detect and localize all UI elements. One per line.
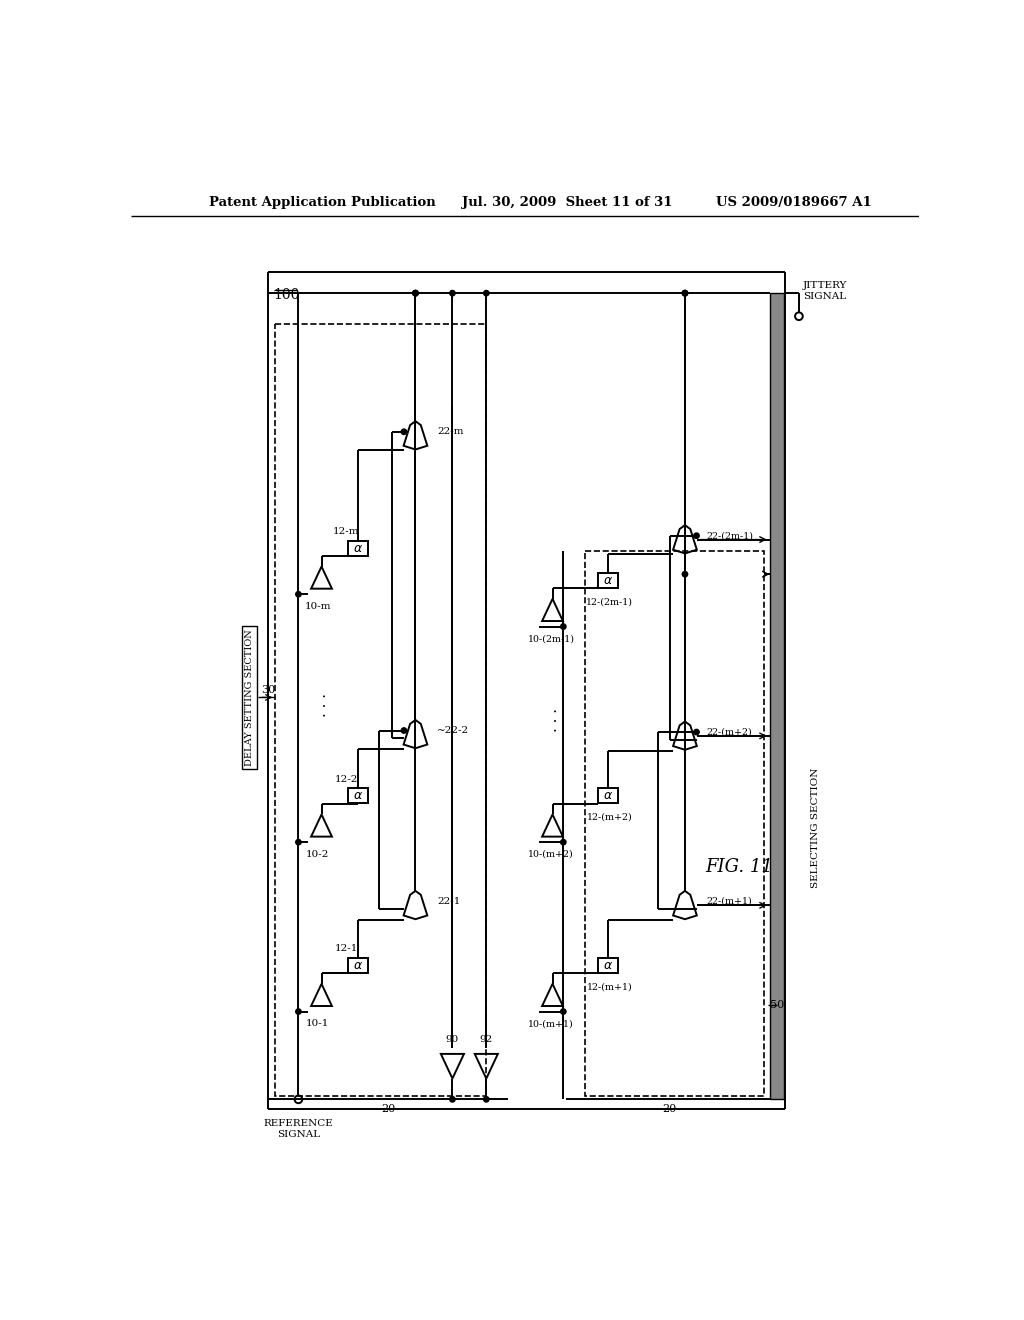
Text: 10-(2m-1): 10-(2m-1) <box>527 635 574 643</box>
Text: 22-m: 22-m <box>437 428 464 436</box>
Text: SELECTING SECTION: SELECTING SECTION <box>811 768 820 888</box>
Circle shape <box>401 727 407 733</box>
Text: 12-2: 12-2 <box>335 775 357 784</box>
Bar <box>598 573 617 587</box>
Circle shape <box>296 591 301 597</box>
Circle shape <box>413 290 418 296</box>
Bar <box>598 958 617 973</box>
Text: ~22-2: ~22-2 <box>437 726 469 735</box>
Text: 22-(m+2): 22-(m+2) <box>707 727 753 737</box>
Circle shape <box>560 1008 566 1014</box>
Text: $\alpha$: $\alpha$ <box>603 958 613 972</box>
Text: 12-m: 12-m <box>333 527 359 536</box>
Bar <box>275 323 486 1096</box>
Circle shape <box>483 290 489 296</box>
Bar <box>348 788 368 804</box>
Text: 10-(m+1): 10-(m+1) <box>528 1019 573 1028</box>
Text: 12-(2m-1): 12-(2m-1) <box>586 597 633 606</box>
Text: 100: 100 <box>273 288 300 302</box>
Text: $\alpha$: $\alpha$ <box>603 574 613 587</box>
Text: DELAY SETTING SECTION: DELAY SETTING SECTION <box>246 630 254 766</box>
Text: $\alpha$: $\alpha$ <box>352 789 362 803</box>
Text: $\alpha$: $\alpha$ <box>352 541 362 554</box>
Text: 10-m: 10-m <box>304 602 331 611</box>
Text: . . .: . . . <box>314 693 329 717</box>
Text: US 2009/0189667 A1: US 2009/0189667 A1 <box>716 195 871 209</box>
Text: $\alpha$: $\alpha$ <box>352 958 362 972</box>
Text: JITTERY
SIGNAL: JITTERY SIGNAL <box>803 281 847 301</box>
Circle shape <box>682 290 688 296</box>
Bar <box>770 293 783 1100</box>
Circle shape <box>682 290 688 296</box>
Text: 10-2: 10-2 <box>306 850 330 859</box>
Circle shape <box>694 730 699 735</box>
Text: . . .: . . . <box>546 709 559 733</box>
Circle shape <box>413 290 418 296</box>
Circle shape <box>296 840 301 845</box>
Text: 22-(m+1): 22-(m+1) <box>707 898 753 906</box>
Circle shape <box>450 290 455 296</box>
Bar <box>348 958 368 973</box>
Text: 50: 50 <box>770 1001 784 1010</box>
Text: 22-(2m-1): 22-(2m-1) <box>707 531 754 540</box>
Circle shape <box>694 533 699 539</box>
Circle shape <box>560 840 566 845</box>
Text: 12-(m+1): 12-(m+1) <box>587 982 633 991</box>
Text: Patent Application Publication: Patent Application Publication <box>209 195 436 209</box>
Text: 30: 30 <box>261 685 274 694</box>
Circle shape <box>401 429 407 434</box>
Text: $\alpha$: $\alpha$ <box>603 789 613 803</box>
Text: FIG. 11: FIG. 11 <box>705 858 773 875</box>
Circle shape <box>450 1097 455 1102</box>
Text: 10-1: 10-1 <box>306 1019 330 1028</box>
Circle shape <box>560 624 566 630</box>
Text: Jul. 30, 2009  Sheet 11 of 31: Jul. 30, 2009 Sheet 11 of 31 <box>462 195 672 209</box>
Bar <box>348 540 368 556</box>
Text: 10-(m+2): 10-(m+2) <box>528 850 573 859</box>
Circle shape <box>682 290 688 296</box>
Text: 92: 92 <box>479 1035 493 1044</box>
Text: 20: 20 <box>381 1104 395 1114</box>
Text: 22-1: 22-1 <box>437 898 461 906</box>
Circle shape <box>296 1008 301 1014</box>
Circle shape <box>483 1097 489 1102</box>
Text: REFERENCE
SIGNAL: REFERENCE SIGNAL <box>263 1119 333 1139</box>
Text: 20: 20 <box>663 1104 677 1114</box>
Bar <box>585 552 764 1096</box>
Text: 12-(m+2): 12-(m+2) <box>587 813 633 822</box>
Text: 12-1: 12-1 <box>335 944 357 953</box>
Bar <box>598 788 617 804</box>
Circle shape <box>682 572 688 577</box>
Text: 90: 90 <box>445 1035 459 1044</box>
Circle shape <box>413 290 418 296</box>
